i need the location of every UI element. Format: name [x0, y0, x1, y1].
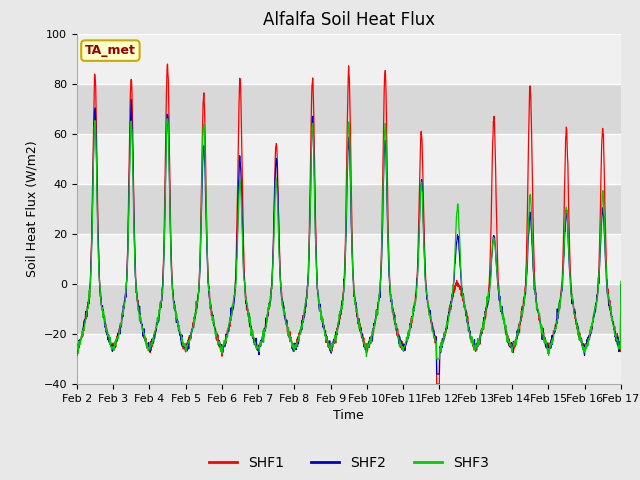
SHF2 [181, 344, 189, 349]
SHF2 [195, 293, 202, 299]
Text: TA_met: TA_met [85, 44, 136, 57]
SHF1 [553, 321, 561, 327]
SHF3 [433, 356, 440, 362]
Line: SHF3: SHF3 [77, 119, 621, 359]
SHF3 [181, 343, 189, 349]
Line: SHF1: SHF1 [77, 64, 621, 384]
SHF3 [505, 340, 513, 346]
Bar [77, 334, 621, 384]
SHF2 [505, 337, 513, 343]
Title: Alfalfa Soil Heat Flux: Alfalfa Soil Heat Flux [263, 11, 435, 29]
SHF2 [73, 352, 81, 358]
SHF2 [127, 96, 135, 102]
Bar [77, 34, 621, 84]
SHF1 [433, 381, 440, 387]
SHF3 [163, 116, 171, 121]
Bar [77, 284, 621, 334]
Line: SHF2: SHF2 [77, 99, 621, 374]
Bar [77, 134, 621, 184]
SHF3 [73, 340, 81, 346]
SHF1 [195, 292, 202, 298]
SHF1 [181, 344, 189, 349]
SHF3 [434, 356, 442, 362]
Bar [77, 184, 621, 234]
SHF3 [617, 278, 625, 284]
Y-axis label: Soil Heat Flux (W/m2): Soil Heat Flux (W/m2) [25, 141, 38, 277]
SHF3 [195, 295, 202, 300]
SHF1 [164, 61, 172, 67]
SHF1 [434, 381, 442, 387]
SHF2 [617, 282, 625, 288]
SHF3 [255, 344, 263, 350]
X-axis label: Time: Time [333, 409, 364, 422]
SHF1 [73, 342, 81, 348]
SHF2 [433, 371, 440, 377]
SHF2 [434, 371, 442, 377]
SHF1 [617, 283, 625, 289]
Legend: SHF1, SHF2, SHF3: SHF1, SHF2, SHF3 [204, 450, 494, 475]
SHF3 [553, 318, 561, 324]
SHF1 [505, 342, 513, 348]
SHF1 [255, 345, 263, 351]
Bar [77, 234, 621, 284]
Bar [77, 84, 621, 134]
SHF2 [255, 352, 263, 358]
SHF2 [553, 316, 561, 322]
